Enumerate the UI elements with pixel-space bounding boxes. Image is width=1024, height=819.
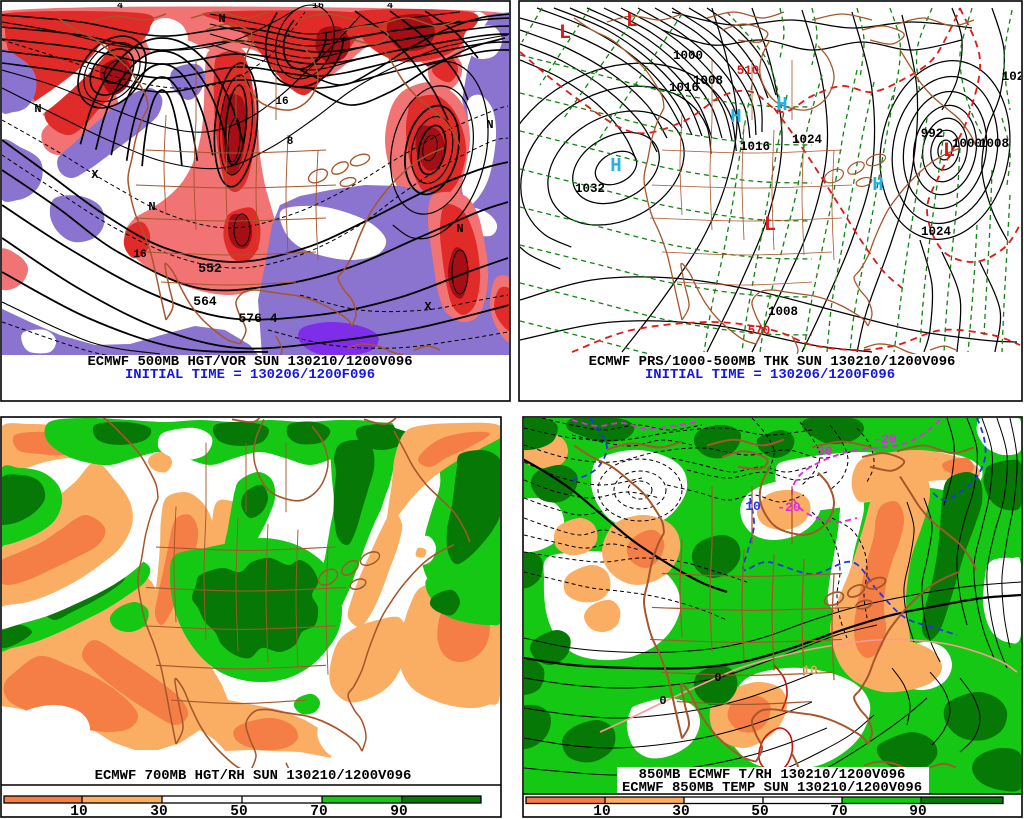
svg-text:30: 30 [150, 804, 167, 819]
svg-text:4: 4 [117, 1, 123, 12]
svg-text:1016: 1016 [669, 81, 699, 95]
svg-text:-20: -20 [873, 432, 897, 447]
svg-text:10: 10 [70, 804, 87, 819]
svg-text:564: 564 [193, 294, 217, 309]
svg-text:X: X [91, 168, 99, 182]
svg-text:ECMWF 700MB HGT/RH SUN 130210/: ECMWF 700MB HGT/RH SUN 130210/1200V096 [95, 768, 412, 784]
svg-text:0: 0 [659, 694, 666, 708]
svg-text:570: 570 [748, 324, 771, 338]
svg-text:16: 16 [133, 249, 146, 261]
svg-text:H: H [776, 94, 787, 116]
svg-text:1008: 1008 [693, 74, 723, 88]
svg-text:N: N [486, 118, 493, 132]
svg-text:ECMWF PRS/1000-500MB THK SUN 1: ECMWF PRS/1000-500MB THK SUN 130210/1200… [589, 354, 956, 370]
svg-text:50: 50 [751, 804, 768, 819]
svg-text:50: 50 [230, 804, 247, 819]
svg-text:0: 0 [714, 671, 721, 685]
svg-text:4: 4 [387, 1, 393, 12]
svg-text:102: 102 [1002, 70, 1024, 84]
svg-text:ECMWF 850MB TEMP SUN 130210/12: ECMWF 850MB TEMP SUN 130210/1200V096 [622, 780, 922, 796]
svg-text:30: 30 [817, 444, 833, 459]
svg-text:10: 10 [745, 499, 761, 514]
svg-text:90: 90 [909, 804, 926, 819]
svg-text:1024: 1024 [792, 133, 823, 147]
svg-text:1008: 1008 [979, 137, 1009, 151]
svg-text:576 4: 576 4 [238, 311, 277, 326]
svg-text:10: 10 [802, 663, 818, 678]
svg-text:N: N [34, 102, 41, 116]
svg-text:L: L [559, 22, 571, 45]
svg-text:510: 510 [737, 64, 760, 78]
svg-text:H: H [610, 155, 621, 177]
svg-text:INITIAL TIME = 130206/1200F096: INITIAL TIME = 130206/1200F096 [125, 367, 375, 383]
svg-text:1024: 1024 [921, 225, 952, 239]
svg-text:10: 10 [593, 804, 610, 819]
svg-text:N: N [456, 222, 463, 236]
svg-text:L: L [943, 140, 955, 163]
svg-text:1000: 1000 [952, 137, 982, 151]
svg-text:N: N [218, 12, 225, 26]
svg-text:1008: 1008 [768, 305, 798, 319]
svg-text:INITIAL TIME = 130206/1200F096: INITIAL TIME = 130206/1200F096 [645, 367, 895, 383]
svg-text:70: 70 [310, 804, 327, 819]
svg-text:L: L [764, 214, 776, 237]
svg-text:16: 16 [312, 1, 324, 12]
svg-text:L: L [626, 10, 638, 33]
svg-text:1016: 1016 [740, 140, 770, 154]
svg-text:N: N [148, 200, 155, 214]
svg-text:850MB ECMWF T/RH 130210/1200V0: 850MB ECMWF T/RH 130210/1200V096 [639, 767, 906, 783]
svg-text:70: 70 [830, 804, 847, 819]
svg-text:16: 16 [275, 96, 288, 108]
svg-text:30: 30 [672, 804, 689, 819]
svg-text:1000: 1000 [673, 49, 703, 63]
svg-text:992: 992 [921, 127, 944, 141]
svg-text:90: 90 [390, 804, 407, 819]
svg-text:X: X [424, 300, 432, 314]
svg-text:552: 552 [198, 261, 222, 276]
svg-text:1032: 1032 [575, 182, 605, 196]
svg-text:ECMWF 500MB HGT/VOR SUN 130210: ECMWF 500MB HGT/VOR SUN 130210/1200V096 [87, 354, 412, 370]
svg-text:-20: -20 [777, 500, 801, 515]
svg-text:H: H [872, 174, 883, 196]
svg-text:8: 8 [287, 136, 294, 148]
svg-text:H: H [730, 106, 741, 128]
